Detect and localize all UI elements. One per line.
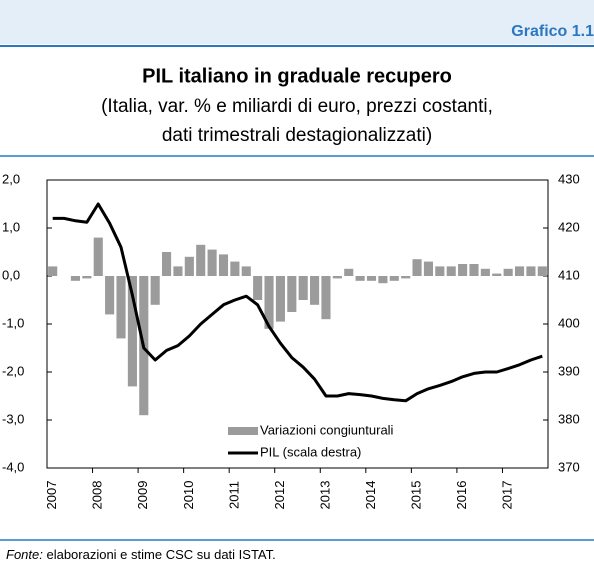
bar: [298, 276, 308, 300]
bar: [264, 276, 274, 329]
bar: [526, 266, 536, 276]
legend-swatch: [228, 427, 258, 435]
line: [52, 202, 543, 403]
x-tick-label: 2007: [44, 481, 59, 510]
bar: [537, 266, 547, 276]
bar: [70, 276, 81, 281]
bar: [446, 266, 456, 276]
bar: [275, 276, 285, 322]
y2-tick-label: 420: [558, 219, 580, 234]
x-tick-label: 2010: [181, 481, 196, 510]
x-tick-label: 2008: [90, 481, 105, 510]
chart-subtitle: (Italia, var. % e miliardi di euro, prez…: [101, 96, 493, 117]
bar: [458, 264, 468, 276]
bar: [253, 276, 263, 300]
bar: [184, 256, 194, 276]
bar: [344, 268, 354, 276]
bar: [82, 276, 92, 279]
bar: [207, 249, 217, 276]
y-tick-label: 2,0: [2, 171, 20, 186]
x-tick-label: 2012: [272, 481, 287, 510]
header-band: [0, 0, 594, 44]
source-text: elaborazioni e stime CSC su dati ISTAT.: [43, 547, 276, 562]
x-tick-label: 2015: [408, 481, 423, 510]
y-tick-label: -1,0: [2, 315, 24, 330]
bar: [412, 259, 422, 276]
y-tick-label: 1,0: [2, 219, 20, 234]
bar: [127, 276, 137, 387]
y2-tick-label: 390: [558, 363, 580, 378]
bar: [48, 266, 58, 276]
legend-label: PIL (scala destra): [260, 444, 361, 459]
y2-tick-label: 400: [558, 315, 580, 330]
bar: [241, 266, 251, 276]
y-tick-label: -2,0: [2, 363, 24, 378]
bar: [480, 268, 490, 276]
bar: [116, 276, 126, 339]
bar: [162, 252, 172, 276]
bar: [514, 266, 525, 276]
y2-tick-label: 370: [558, 459, 580, 474]
x-tick-label: 2014: [363, 481, 378, 510]
bar: [401, 276, 411, 279]
bar: [435, 266, 445, 276]
bar: [230, 261, 240, 276]
bar: [423, 261, 433, 276]
y2-tick-label: 410: [558, 267, 580, 282]
bar: [366, 276, 377, 281]
y2-tick-label: 380: [558, 411, 580, 426]
chart-subtitle: dati trimestrali destagionalizzati): [162, 125, 432, 146]
plot-frame: [46, 179, 549, 469]
bar: [150, 276, 160, 305]
x-tick-label: 2017: [500, 481, 515, 510]
bar: [105, 276, 115, 315]
y-tick-label: 0,0: [2, 267, 20, 282]
bar: [389, 276, 399, 281]
source-label: Fonte:: [6, 547, 43, 562]
bar: [218, 254, 229, 276]
y-tick-label: -3,0: [2, 411, 24, 426]
legend-label: Variazioni congiunturali: [260, 422, 394, 437]
bar: [310, 276, 320, 305]
bar: [492, 273, 502, 276]
bar: [332, 276, 342, 279]
source: Fonte: elaborazioni e stime CSC su dati …: [6, 547, 276, 562]
x-tick-label: 2013: [317, 481, 332, 510]
bar: [378, 276, 388, 284]
bar: [355, 276, 365, 281]
y2-tick-label: 430: [558, 171, 580, 186]
bar: [196, 244, 206, 276]
chart-title: PIL italiano in graduale recupero: [142, 65, 452, 87]
bar: [469, 264, 479, 276]
bar: [287, 276, 297, 312]
bar: [173, 266, 183, 276]
bar: [93, 237, 103, 276]
header-label: Grafico 1.1: [511, 23, 594, 40]
x-tick-label: 2016: [454, 481, 469, 510]
y-tick-label: -4,0: [2, 459, 24, 474]
x-tick-label: 2009: [135, 481, 150, 510]
bar: [321, 276, 331, 320]
bar: [503, 268, 513, 276]
x-tick-label: 2011: [226, 481, 241, 509]
